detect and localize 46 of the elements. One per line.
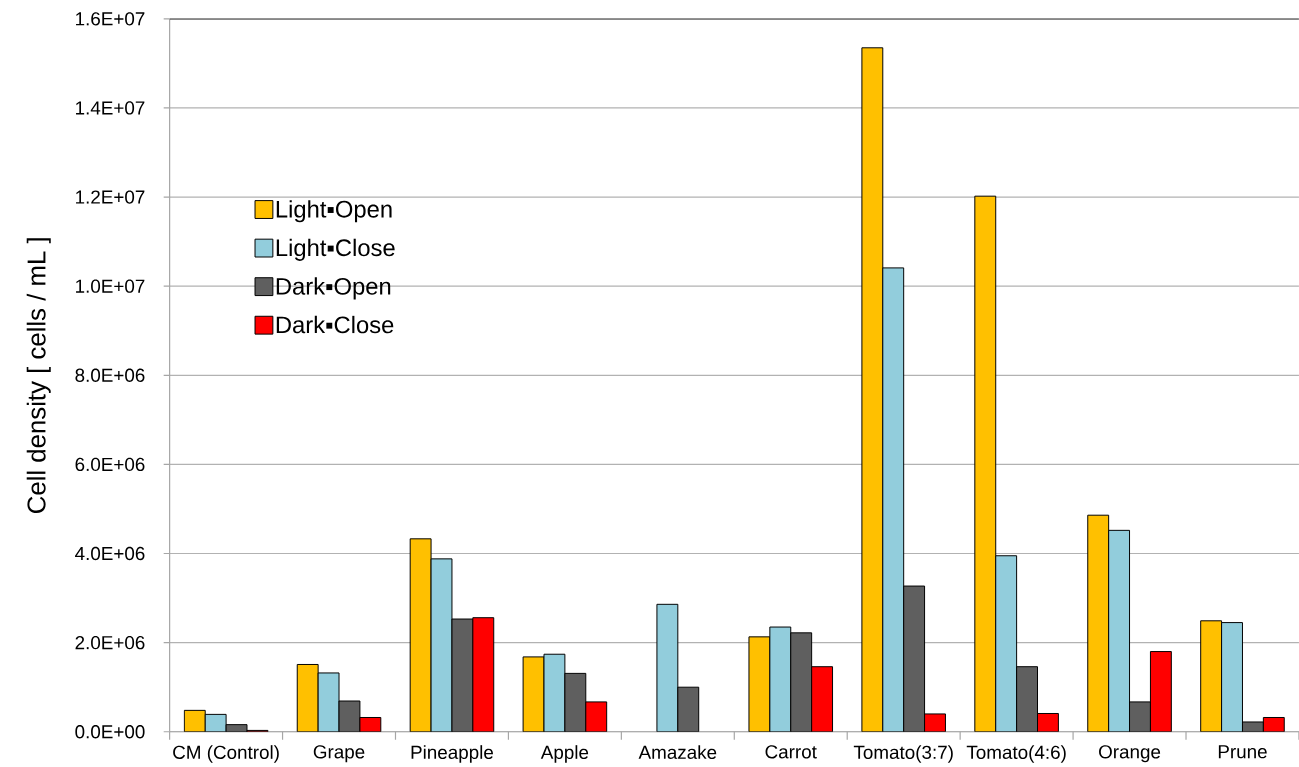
bar bbox=[1221, 621, 1243, 732]
y-tick-label: 1.0E+07 bbox=[76, 279, 145, 293]
bar bbox=[1087, 514, 1110, 732]
y-tick-label: 6.0E+06 bbox=[75, 457, 145, 471]
bar bbox=[451, 618, 474, 732]
y-tick-label: 2.0E+06 bbox=[75, 635, 145, 650]
bar bbox=[790, 632, 813, 732]
bar bbox=[1108, 529, 1131, 732]
y-axis-title: Cell density [ cells / mL ] bbox=[26, 238, 51, 513]
bar bbox=[995, 555, 1018, 732]
x-tick-label: Amazake bbox=[638, 744, 717, 759]
x-tick-label: Pineapple bbox=[411, 744, 493, 763]
legend-label: Light▪Close bbox=[276, 238, 395, 261]
y-tick-label: 1.4E+07 bbox=[76, 101, 145, 115]
x-tick-label: Tomato(4:6) bbox=[966, 744, 1066, 763]
x-tick-label: Prune bbox=[1218, 744, 1267, 759]
bar bbox=[811, 665, 834, 732]
x-tick-label: Carrot bbox=[765, 744, 817, 759]
bar bbox=[656, 603, 679, 732]
x-tick-label: Tomato(3:7) bbox=[853, 744, 953, 763]
bar bbox=[409, 538, 432, 732]
bar bbox=[903, 585, 926, 732]
bar bbox=[585, 701, 608, 732]
bar bbox=[974, 195, 997, 732]
bar bbox=[1149, 650, 1172, 732]
bar bbox=[677, 686, 700, 732]
y-tick-label: 1.2E+07 bbox=[76, 190, 145, 204]
bar bbox=[430, 558, 453, 732]
y-tick-label: 8.0E+06 bbox=[75, 368, 145, 382]
x-tick-label: Grape bbox=[313, 744, 365, 762]
x-tick-label: Apple bbox=[540, 744, 589, 763]
y-tick-label: 4.0E+06 bbox=[75, 546, 145, 560]
legend-label: Dark▪Open bbox=[276, 277, 391, 300]
x-tick-label: CM (Control) bbox=[173, 744, 279, 763]
bar bbox=[1200, 620, 1223, 732]
bar bbox=[1016, 665, 1038, 732]
bar bbox=[882, 267, 905, 732]
legend-label: Light▪Open bbox=[276, 199, 392, 223]
x-tick-label: Orange bbox=[1099, 744, 1161, 762]
bar bbox=[748, 636, 771, 732]
bar bbox=[1129, 701, 1151, 732]
legend-label: Dark▪Close bbox=[276, 315, 394, 334]
y-tick-label: 1.6E+07 bbox=[76, 11, 145, 26]
bar bbox=[861, 47, 884, 732]
bar bbox=[472, 616, 495, 732]
y-tick-label: 0.0E+00 bbox=[75, 724, 145, 739]
